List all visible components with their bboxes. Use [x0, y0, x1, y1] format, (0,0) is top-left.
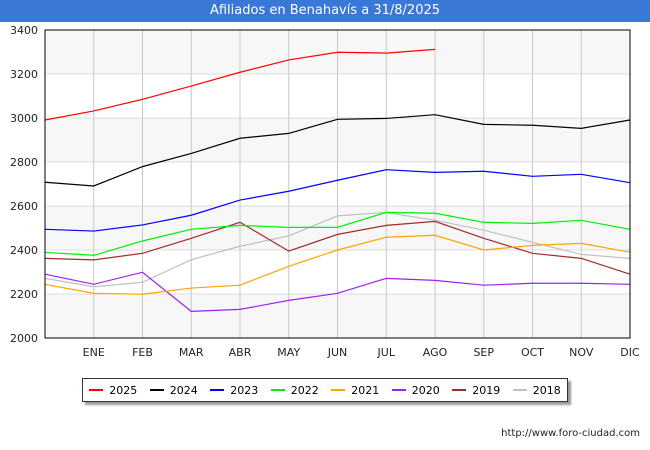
plot-frame: [44, 29, 631, 339]
legend-swatch: [89, 389, 104, 391]
x-tick-label: DIC: [620, 346, 640, 359]
footer-url[interactable]: http://www.foro-ciudad.com: [501, 428, 640, 439]
series-line-2021: [44, 234, 631, 295]
x-tick-label: MAR: [179, 346, 204, 359]
x-tick-label: JUL: [377, 346, 396, 359]
y-tick-label: 2400: [10, 244, 38, 257]
x-tick-label: OCT: [521, 346, 544, 359]
series-line-2025: [44, 48, 436, 121]
x-tick-label: AGO: [423, 346, 448, 359]
legend-label: 2024: [169, 383, 198, 397]
legend-label: 2020: [411, 383, 440, 397]
y-tick-label: 2200: [10, 288, 38, 301]
legend-item-2018: 2018: [512, 383, 561, 397]
legend-label: 2023: [230, 383, 259, 397]
legend: 2025 2024 2023 2022 2021 2020 2019 2018: [82, 378, 568, 402]
x-tick-label: ENE: [83, 346, 105, 359]
legend-swatch: [331, 389, 346, 391]
legend-label: 2022: [290, 383, 319, 397]
legend-item-2023: 2023: [210, 384, 258, 397]
series-line-2019: [44, 220, 631, 275]
x-tick-label: FEB: [132, 346, 153, 359]
legend-swatch: [270, 389, 285, 391]
y-tick-label: 3000: [10, 112, 38, 125]
x-tick-label: SEP: [473, 346, 494, 359]
y-tick-label: 2800: [10, 156, 38, 169]
x-tick-label: MAY: [277, 346, 300, 359]
series-line-2024: [44, 114, 631, 187]
legend-swatch: [210, 389, 225, 391]
legend-item-2025: 2025: [89, 384, 137, 397]
y-tick-label: 2600: [10, 200, 38, 213]
legend-swatch: [149, 389, 164, 391]
legend-swatch: [391, 389, 406, 391]
series-line-2020: [44, 271, 631, 312]
series-line-2023: [44, 169, 631, 232]
series-line-2018: [44, 211, 631, 288]
legend-item-2021: 2021: [331, 384, 379, 397]
y-tick-label: 2000: [10, 332, 38, 345]
legend-item-2020: 2020: [391, 383, 440, 397]
legend-label: 2019: [472, 383, 501, 397]
y-tick-label: 3200: [10, 68, 38, 81]
x-tick-label: JUN: [327, 346, 348, 359]
legend-label: 2018: [532, 383, 561, 397]
y-tick-label: 3400: [10, 24, 38, 37]
legend-swatch: [452, 389, 467, 391]
x-tick-label: NOV: [569, 346, 594, 359]
series-line-2022: [44, 211, 631, 256]
legend-swatch: [512, 389, 527, 391]
legend-label: 2025: [109, 383, 138, 397]
legend-item-2019: 2019: [452, 384, 500, 397]
legend-item-2024: 2024: [149, 383, 198, 397]
legend-item-2022: 2022: [270, 383, 319, 397]
x-tick-label: ABR: [229, 346, 252, 359]
legend-label: 2021: [351, 383, 380, 397]
chart-title: Afiliados en Benahavís a 31/8/2025: [0, 0, 650, 22]
